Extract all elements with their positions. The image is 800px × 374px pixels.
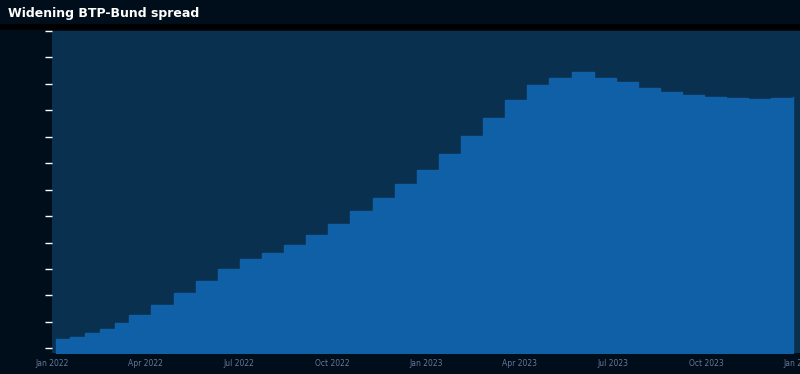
Text: Oct 2023: Oct 2023 — [689, 359, 724, 368]
Text: Jul 2022: Jul 2022 — [223, 359, 254, 368]
Text: Jul 2023: Jul 2023 — [598, 359, 629, 368]
Text: Apr 2023: Apr 2023 — [502, 359, 537, 368]
Text: Apr 2022: Apr 2022 — [128, 359, 163, 368]
Text: Widening BTP-Bund spread: Widening BTP-Bund spread — [8, 7, 199, 20]
Text: Jan 2022: Jan 2022 — [35, 359, 69, 368]
Text: Jan 2023: Jan 2023 — [410, 359, 442, 368]
Text: Jan 2024: Jan 2024 — [783, 359, 800, 368]
Text: Oct 2022: Oct 2022 — [315, 359, 350, 368]
